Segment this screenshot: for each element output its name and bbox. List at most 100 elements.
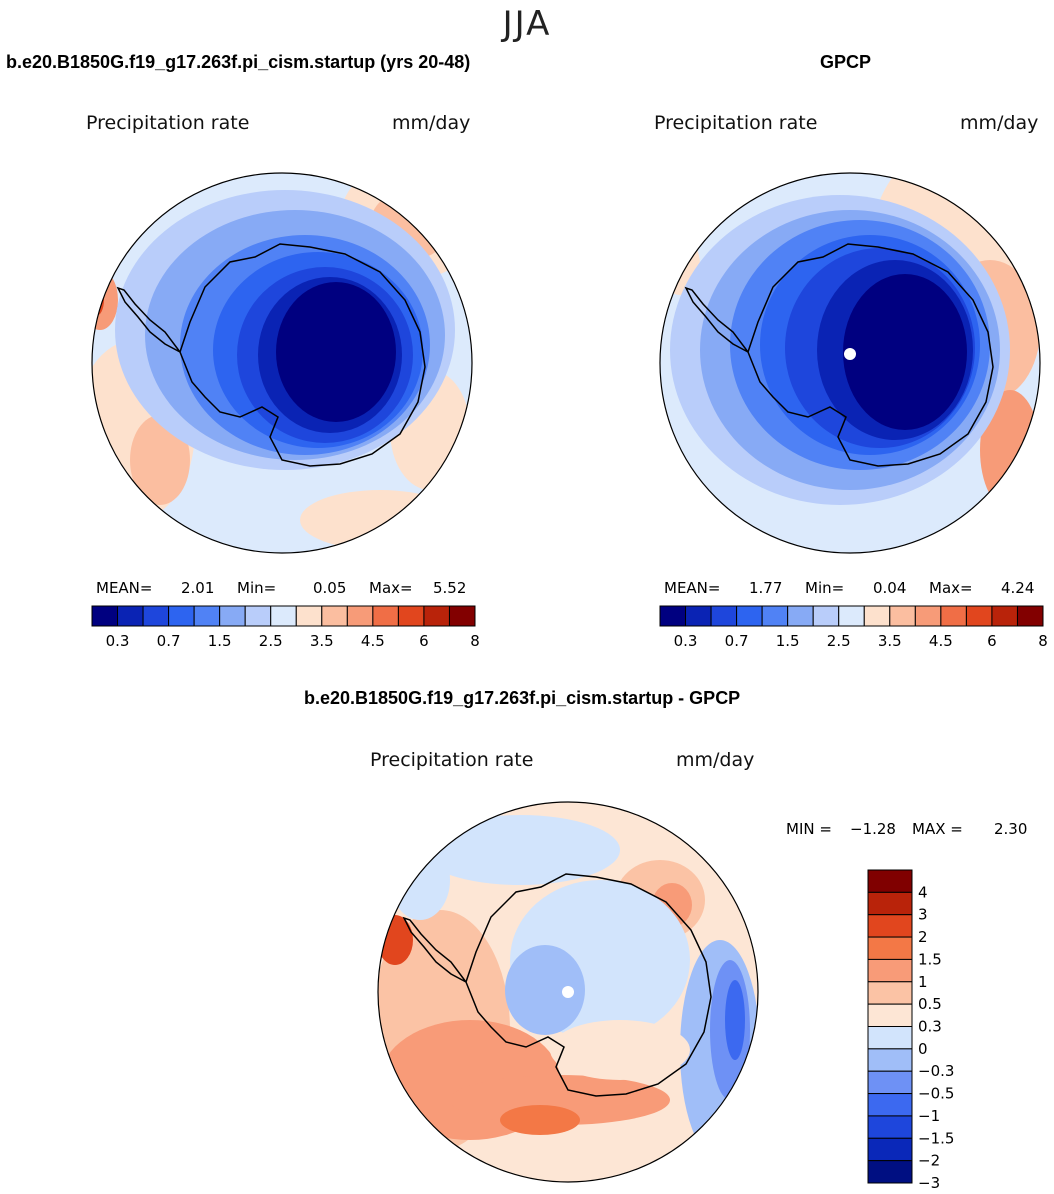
colorbar-gpcp-tick-label: 8 [1038,632,1048,650]
colorbar-diff-tick-label: 1 [918,973,928,991]
colorbar-diff-tick-label: 2 [918,928,928,946]
diff-min-label: MIN = [786,820,832,838]
model-mean-value: 2.01 [181,579,215,597]
colorbar-diff-tick-label: −0.3 [918,1062,954,1080]
colorbar-gpcp-swatch [889,605,916,627]
colorbar-model-swatch [270,605,297,627]
colorbar-diff-swatch [867,1115,913,1139]
colorbar-model-tick-label: 2.5 [259,632,283,650]
colorbar-gpcp-swatch [838,605,865,627]
colorbar-gpcp-swatch [965,605,993,627]
colorbar-diff-swatch [867,936,913,960]
colorbar-model-swatch [397,605,425,627]
gpcp-max-label: Max= [929,579,973,597]
colorbar-gpcp-tick-label: 2.5 [827,632,851,650]
colorbar-gpcp-tick-label: 0.3 [674,632,698,650]
map-diff [378,802,758,1182]
season-title: JJA [502,4,552,44]
colorbar-model-swatch [168,605,195,627]
colorbar-model-swatch [448,605,476,627]
colorbar-diff-tick-label: 3 [918,906,928,924]
colorbar-diff-tick-label: 4 [918,883,928,901]
map-model [92,173,472,553]
colorbar-gpcp-swatch [659,605,687,627]
colorbar-diff-swatch [867,1003,913,1028]
colorbar-gpcp: 0.3 0.7 1.5 2.5 3.5 4.5 6 8 [659,605,1048,650]
map-diff-border [377,801,759,1183]
model-max-value: 5.52 [433,579,467,597]
colorbar-model-tick-label: 1.5 [208,632,232,650]
colorbar-gpcp-swatch [761,605,789,627]
colorbar-model-tick-label: 6 [419,632,429,650]
model-mean-label: MEAN= [96,579,153,597]
colorbar-diff-tick-label: 0 [918,1040,928,1058]
map-gpcp-border [659,172,1041,554]
colorbar-gpcp-swatch [1016,605,1044,627]
panel-diff-variable: Precipitation rate [370,749,534,771]
gpcp-min-value: 0.04 [873,579,907,597]
colorbar-model-tick-label: 4.5 [361,632,385,650]
colorbar-diff-swatch [867,1026,913,1050]
colorbar-model-swatch [193,605,221,627]
panel-gpcp-units: mm/day [960,112,1039,134]
colorbar-gpcp-swatch [991,605,1018,627]
panel-model-units: mm/day [392,112,471,134]
colorbar-diff-swatch [867,981,913,1005]
colorbar-model-swatch [321,605,348,627]
colorbar-gpcp-swatch [812,605,840,627]
colorbar-model-swatch [142,605,170,627]
colorbar-model: 0.3 0.7 1.5 2.5 3.5 4.5 6 8 [91,605,480,650]
colorbar-diff-swatch [867,1137,913,1162]
colorbar-gpcp-tick-label: 4.5 [929,632,953,650]
colorbar-diff-swatch [867,958,913,983]
colorbar-model-tick-label: 3.5 [310,632,334,650]
colorbar-model-swatch [219,605,246,627]
colorbar-gpcp-tick-label: 0.7 [725,632,749,650]
colorbar-gpcp-tick-label: 1.5 [776,632,800,650]
colorbar-diff-tick-label: 0.3 [918,1018,942,1036]
colorbar-gpcp-swatch [863,605,891,627]
colorbar-diff-swatch [867,1093,913,1117]
diff-min-value: −1.28 [850,820,896,838]
colorbar-model-swatch [244,605,272,627]
gpcp-max-value: 4.24 [1001,579,1035,597]
colorbar-diff-tick-label: −2 [918,1152,940,1170]
colorbar-diff-tick-label: −0.5 [918,1085,954,1103]
model-max-label: Max= [369,579,413,597]
model-min-value: 0.05 [313,579,347,597]
colorbar-model-tick-label: 0.3 [106,632,130,650]
colorbar-model-swatch [117,605,144,627]
gpcp-mean-value: 1.77 [749,579,783,597]
colorbar-model-swatch [372,605,399,627]
colorbar-model-swatch [423,605,450,627]
colorbar-model-swatch [91,605,119,627]
colorbar-gpcp-swatch [787,605,814,627]
panel-diff-title: b.e20.B1850G.f19_g17.263f.pi_cism.startu… [304,688,741,708]
model-min-label: Min= [237,579,277,597]
diff-max-value: 2.30 [994,820,1028,838]
colorbar-diff-swatch [867,1160,913,1184]
colorbar-gpcp-swatch [710,605,738,627]
colorbar-diff-swatch [867,891,913,916]
panel-diff-units: mm/day [676,749,755,771]
gpcp-min-label: Min= [805,579,845,597]
map-model-border [91,172,473,554]
colorbar-diff-swatch [867,869,913,893]
colorbar-gpcp-swatch [736,605,763,627]
colorbar-gpcp-swatch [685,605,712,627]
panel-gpcp-title: GPCP [820,52,872,72]
colorbar-diff-swatch [867,914,913,938]
panel-gpcp-variable: Precipitation rate [654,112,818,134]
colorbar-model-swatch [295,605,323,627]
colorbar-diff-swatch [867,1070,913,1095]
panel-model-title: b.e20.B1850G.f19_g17.263f.pi_cism.startu… [6,52,471,72]
colorbar-diff-tick-label: −3 [918,1174,940,1192]
map-gpcp [660,173,1040,553]
colorbar-diff-tick-label: 1.5 [918,950,942,968]
colorbar-gpcp-swatch [914,605,942,627]
colorbar-diff-swatch [867,1048,913,1072]
diff-max-label: MAX = [912,820,963,838]
colorbar-gpcp-swatch [940,605,967,627]
